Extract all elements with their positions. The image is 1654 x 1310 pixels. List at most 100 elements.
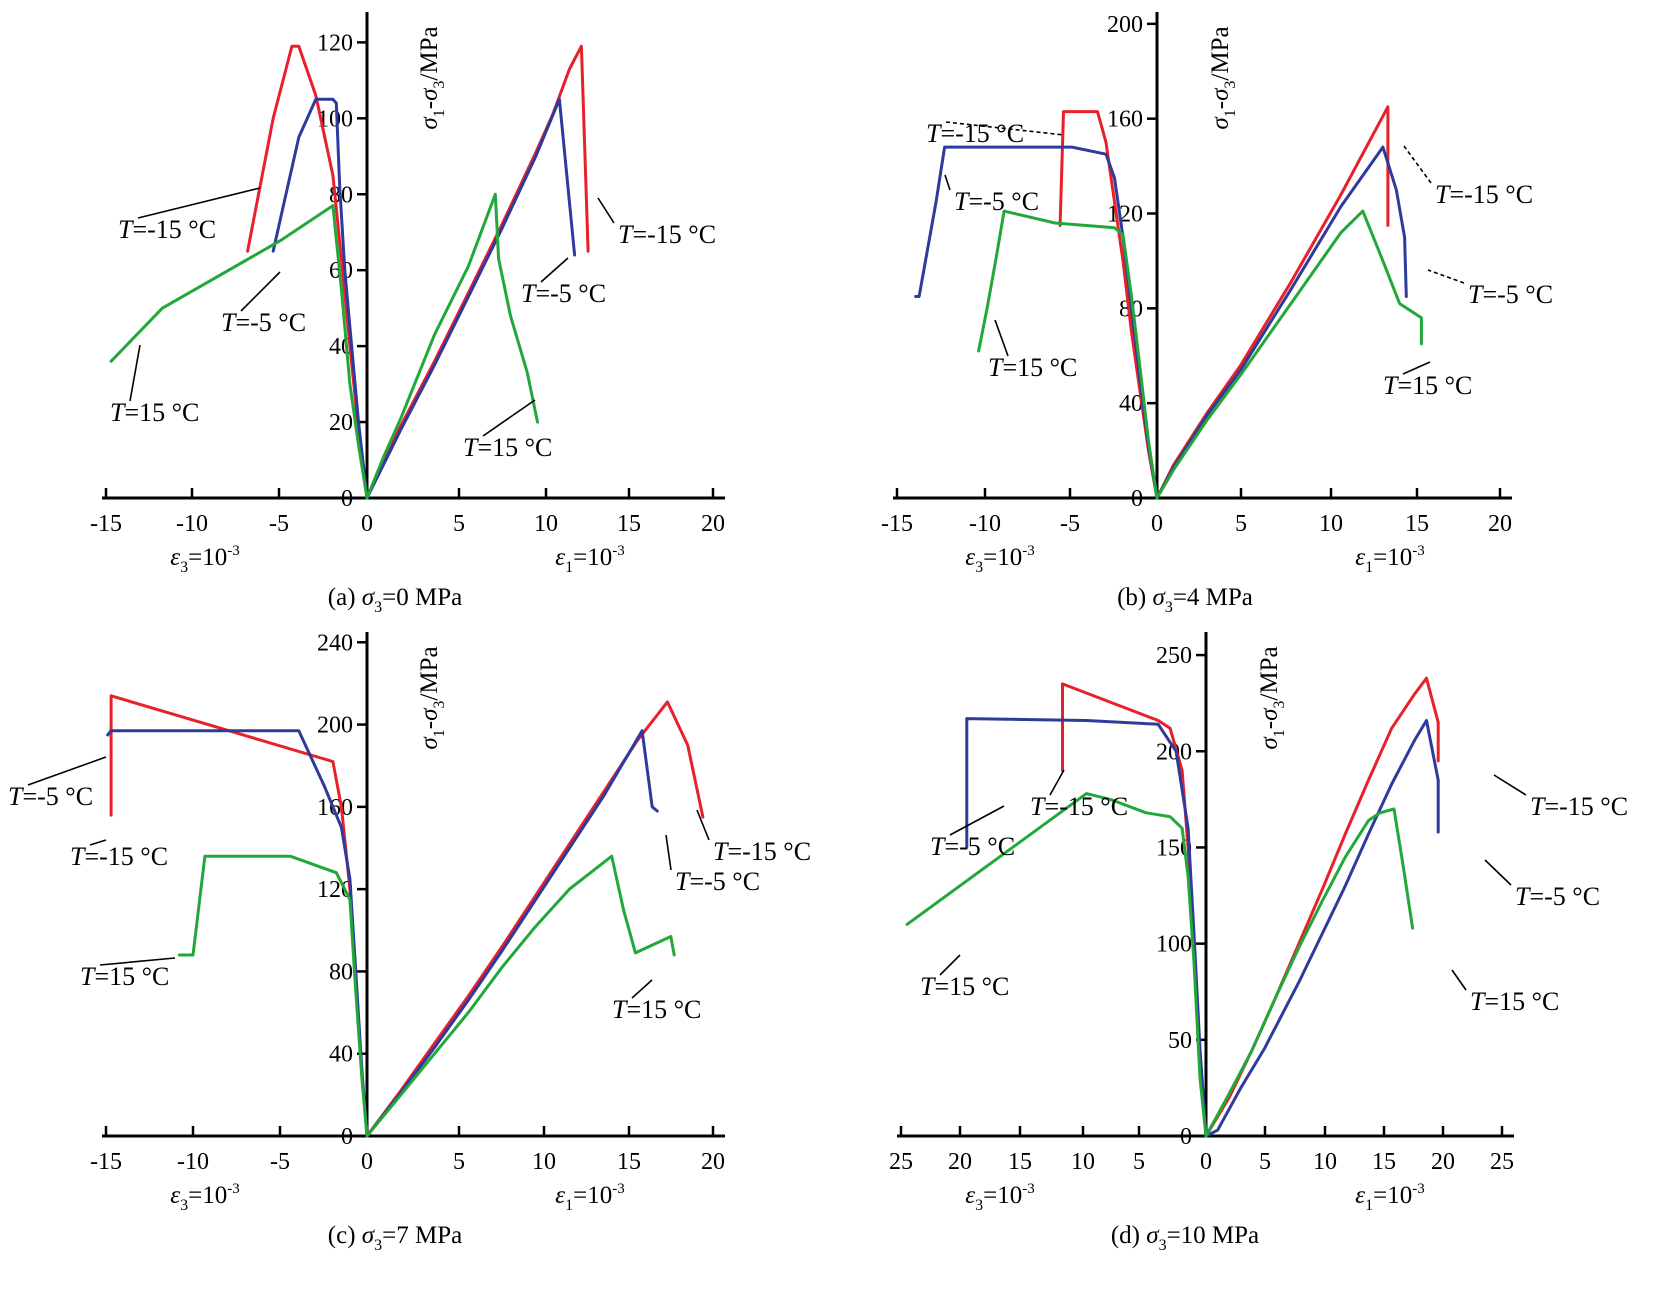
- x-label-symbol: ε: [170, 544, 180, 571]
- caption-sub: 3: [1165, 599, 1173, 616]
- x-tick-label: 25: [1490, 1149, 1514, 1175]
- x-tick-label: -15: [881, 511, 913, 537]
- x-tick-labels: -15 -10 -5 0 5 10 15 20: [881, 488, 1512, 537]
- annotation-value: =-15 °C: [132, 215, 216, 244]
- x-label-symbol: ε: [1355, 1182, 1365, 1209]
- curve-annotations: T=-15 °CT=-5 °CT=15 °CT=-15 °CT=-5 °CT=1…: [926, 119, 1553, 400]
- y-label-part: -: [1207, 101, 1234, 109]
- annotation-value: =-5 °C: [1529, 882, 1600, 911]
- curve-annotations: T=-15 °CT=-5 °CT=15 °CT=-15 °CT=-5 °CT=1…: [920, 769, 1628, 1016]
- annotation-symbol: T: [1470, 987, 1486, 1016]
- series-annotation: T=-15 °C: [713, 837, 811, 866]
- caption-prefix: (b): [1117, 584, 1152, 611]
- y-label-part: σ: [1207, 87, 1234, 101]
- y-tick-labels: 0 40 80 120 160 200 240: [317, 630, 367, 1150]
- x-label-symbol: ε: [965, 1182, 975, 1209]
- annotation-value: =15 °C: [94, 962, 169, 991]
- y-label-part: 1: [1271, 729, 1288, 737]
- annotation-leader: [665, 834, 672, 871]
- annotation-value: =-15 °C: [632, 220, 716, 249]
- x-label-symbol: ε: [555, 544, 565, 571]
- y-tick-label: 50: [1168, 1028, 1192, 1054]
- y-tick-label: 0: [341, 486, 353, 512]
- x-axis-label-right: ε1=10-3: [1355, 1181, 1424, 1214]
- series-annotation: T=-15 °C: [118, 215, 216, 244]
- annotation-value: =15 °C: [124, 398, 199, 427]
- y-tick-label: 100: [1156, 932, 1192, 958]
- annotation-leader: [1403, 145, 1432, 184]
- series-line-axial: [1155, 209, 1423, 500]
- x-label-eq: =10: [1373, 1182, 1412, 1209]
- x-tick-label: 0: [1151, 511, 1163, 537]
- x-tick-label: 20: [1431, 1149, 1455, 1175]
- x-label-sup: -3: [612, 1181, 625, 1197]
- x-label-eq: =10: [983, 544, 1022, 571]
- x-axis-label-right: ε1=10-3: [555, 543, 624, 576]
- x-tick-label: 25: [889, 1149, 913, 1175]
- y-tick-label: 0: [341, 1124, 353, 1150]
- annotation-leader: [1049, 769, 1065, 796]
- y-label-part: -: [1256, 721, 1283, 729]
- annotation-value: =-5 °C: [22, 782, 93, 811]
- y-tick-label: 120: [317, 30, 353, 56]
- x-tick-label: 0: [1200, 1149, 1212, 1175]
- x-label-eq: =10: [573, 1182, 612, 1209]
- series-annotation: T=15 °C: [988, 353, 1077, 382]
- x-tick-label: 0: [361, 511, 373, 537]
- annotation-symbol: T: [1468, 280, 1484, 309]
- annotation-symbol: T: [118, 215, 134, 244]
- caption-rest: =4 MPa: [1173, 584, 1253, 611]
- caption-rest: =0 MPa: [382, 584, 462, 611]
- y-label-part: σ: [416, 707, 443, 721]
- x-label-symbol: ε: [555, 1182, 565, 1209]
- y-label-part: 3: [431, 81, 448, 89]
- series-annotation: T=-15 °C: [926, 119, 1024, 148]
- x-label-sup: -3: [1022, 1181, 1035, 1197]
- annotation-value: =15 °C: [626, 995, 701, 1024]
- annotation-symbol: T: [954, 187, 970, 216]
- x-tick-label: 10: [532, 1149, 556, 1175]
- y-tick-label: 40: [1119, 391, 1143, 417]
- annotation-symbol: T: [521, 279, 537, 308]
- y-label-part: 1: [431, 109, 448, 117]
- caption-symbol: σ: [362, 584, 376, 611]
- series-line-axial: [365, 729, 659, 1138]
- x-label-sub: 3: [975, 1197, 983, 1214]
- series-line-axial: [365, 700, 705, 1138]
- annotation-leader: [1451, 969, 1467, 991]
- series-annotation: T=15 °C: [1470, 987, 1559, 1016]
- annotation-value: =15 °C: [477, 433, 552, 462]
- caption-sub: 3: [1159, 1237, 1167, 1254]
- x-label-sub: 1: [1365, 559, 1373, 576]
- y-label-part: 1: [431, 729, 448, 737]
- x-label-eq: =10: [573, 544, 612, 571]
- series-line-lateral: [977, 209, 1159, 500]
- x-axis-label-left: ε3=10-3: [170, 543, 239, 576]
- series-line-axial: [1204, 807, 1415, 1138]
- y-axis-label: σ1-σ3/MPa: [416, 646, 448, 749]
- series-line-lateral: [965, 717, 1208, 1138]
- annotation-value: =-15 °C: [1449, 180, 1533, 209]
- annotation-symbol: T: [8, 782, 24, 811]
- annotation-value: =-15 °C: [727, 837, 811, 866]
- y-label-part: 3: [431, 701, 448, 709]
- series-annotation: T=15 °C: [80, 962, 169, 991]
- y-label-part: σ: [1207, 116, 1234, 130]
- caption-rest: =7 MPa: [382, 1222, 462, 1249]
- series-annotation: T=-15 °C: [1435, 180, 1533, 209]
- annotation-value: =-5 °C: [535, 279, 606, 308]
- annotation-symbol: T: [221, 308, 237, 337]
- x-tick-label: 5: [1235, 511, 1247, 537]
- series-line-lateral: [177, 854, 369, 1138]
- annotation-leader: [1402, 361, 1431, 375]
- x-label-eq: =10: [188, 1182, 227, 1209]
- x-tick-label: 15: [617, 1149, 641, 1175]
- y-tick-label: 200: [317, 713, 353, 739]
- series-line-axial: [365, 44, 590, 500]
- annotation-symbol: T: [1435, 180, 1451, 209]
- y-label-part: -: [416, 101, 443, 109]
- x-tick-label: 15: [1405, 511, 1429, 537]
- x-axis-label-left: ε3=10-3: [965, 543, 1034, 576]
